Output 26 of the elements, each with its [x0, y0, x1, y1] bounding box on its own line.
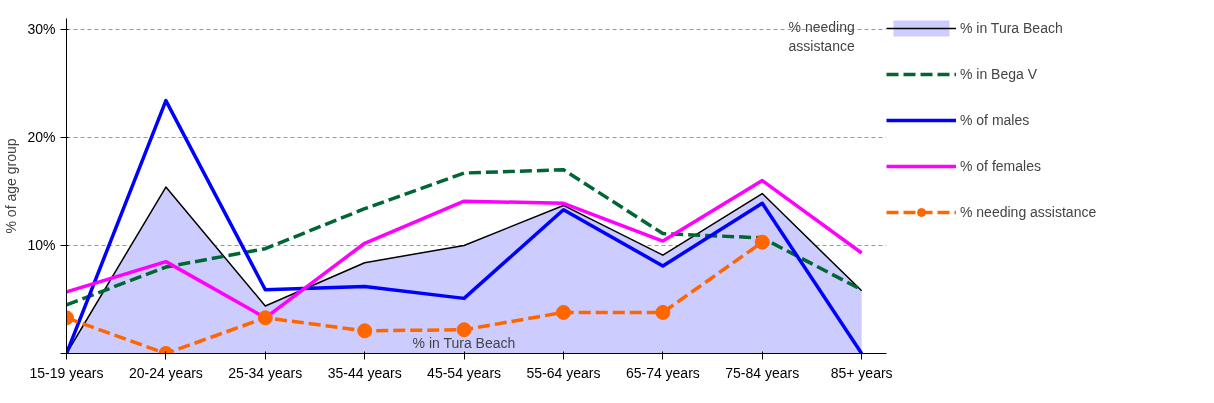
legend-label: % in Tura Beach [960, 20, 1063, 36]
legend-label: % needing assistance [960, 204, 1097, 220]
point [754, 234, 770, 250]
x-tick-label: 20-24 years [128, 364, 203, 381]
annotation: % needing assistance [788, 18, 855, 54]
x-tick-label: 75-84 years [725, 364, 800, 381]
y-tick-label: 30% [27, 21, 56, 38]
point [655, 304, 671, 320]
legend-label: % of females [960, 158, 1041, 174]
y-tick-label: 20% [27, 129, 56, 146]
legend-label: % in Bega V [960, 66, 1038, 82]
x-tick-label: 45-54 years [427, 364, 502, 381]
x-tick-label: 25-34 years [228, 364, 303, 381]
x-tick-label: 85+ years [830, 364, 893, 381]
x-tick-label: 55-64 years [526, 364, 601, 381]
x-tick-label: 65-74 years [625, 364, 700, 381]
legend-label: % of males [960, 112, 1030, 128]
annotation: % in Tura Beach [412, 335, 516, 352]
x-tick-label: 15-19 years [29, 364, 104, 381]
point [555, 304, 571, 320]
y-axis-title: % of age group [3, 138, 20, 234]
point [357, 323, 373, 339]
x-tick-label: 35-44 years [327, 364, 402, 381]
point [257, 310, 273, 326]
point [456, 322, 472, 338]
y-tick-label: 10% [27, 237, 56, 254]
